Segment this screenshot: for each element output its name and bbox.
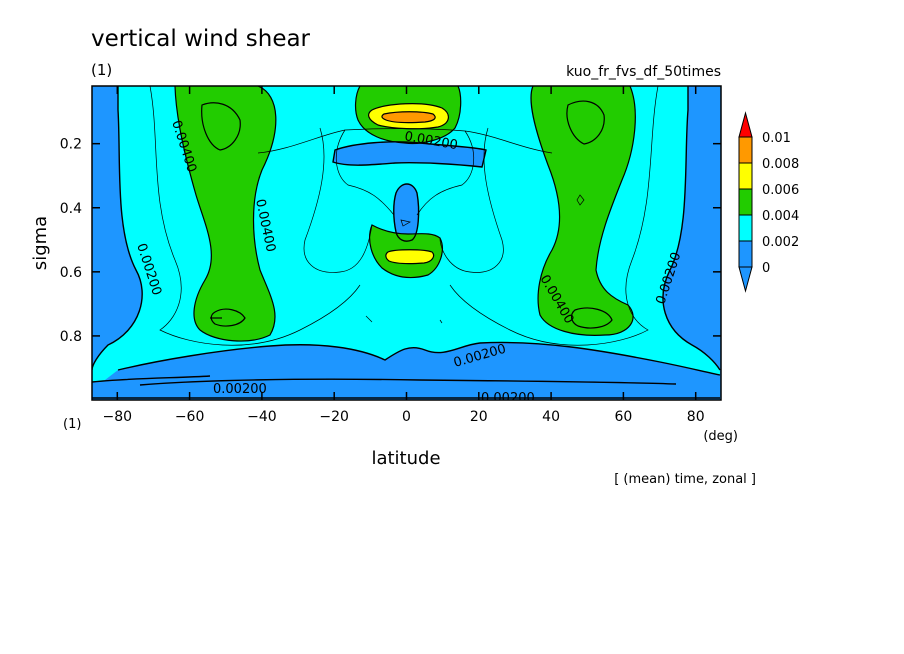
x-axis-label: latitude [371,448,440,469]
chart-subtitle-left: (1) [91,61,112,79]
colorbar-label: 0.002 [762,235,799,250]
colorbar-label: 0.008 [762,157,799,172]
chart-title: vertical wind shear [91,26,311,52]
field-level-2-west [175,86,276,342]
field-level-2-east [530,86,636,336]
colorbar-min-arrow [738,266,753,293]
colorbar: 0 0.002 0.004 0.006 0.008 0.01 [738,111,799,293]
x-tick-label: 40 [542,409,560,425]
plot-area: 0.00400 0.00400 0.00200 0.00200 0.00400 … [92,86,721,406]
colorbar-label: 0.004 [762,209,799,224]
colorbar-band [738,240,753,268]
contour-lines-0004 [174,86,636,342]
x-axis: −80 −60 −40 −20 0 20 40 60 80 [103,86,705,425]
colorbar-max-arrow [738,111,753,138]
y-axis: 0.2 0.4 0.6 0.8 [60,137,721,345]
y-tick-label: 0.4 [60,201,82,217]
footer-note: [ (mean) time, zonal ] [614,472,756,487]
corner-label: (1) [63,417,81,432]
y-tick-label: 0.6 [60,265,82,281]
colorbar-label: 0.006 [762,183,799,198]
x-tick-label: 20 [470,409,488,425]
field-blue-tropic [393,184,419,242]
x-axis-unit: (deg) [703,429,738,444]
colorbar-band [738,162,753,190]
colorbar-label: 0.01 [762,131,791,146]
field-blue-jet-band [333,141,486,167]
field-level-4-upper [381,111,436,123]
colorbar-band [738,188,753,216]
colorbar-label: 0 [762,261,770,276]
contour-lines-thin [149,86,659,346]
x-tick-label: 80 [687,409,705,425]
y-axis-label: sigma [30,216,51,270]
colorbar-band [738,136,753,164]
colorbar-band [738,214,753,242]
x-tick-label: −20 [319,409,349,425]
x-tick-label: −60 [175,409,205,425]
x-tick-label: 0 [402,409,411,425]
contour-label: 0.00200 [213,382,267,397]
contour-label: 0.00200 [481,391,535,406]
x-tick-label: −80 [103,409,133,425]
field-blue-lower [92,342,720,390]
y-tick-label: 0.2 [60,137,82,153]
x-tick-label: 60 [614,409,632,425]
y-tick-label: 0.8 [60,329,82,345]
chart-subtitle-right: kuo_fr_fvs_df_50times [566,64,721,80]
x-tick-label: −40 [247,409,277,425]
field-level-3-mid [385,249,434,264]
